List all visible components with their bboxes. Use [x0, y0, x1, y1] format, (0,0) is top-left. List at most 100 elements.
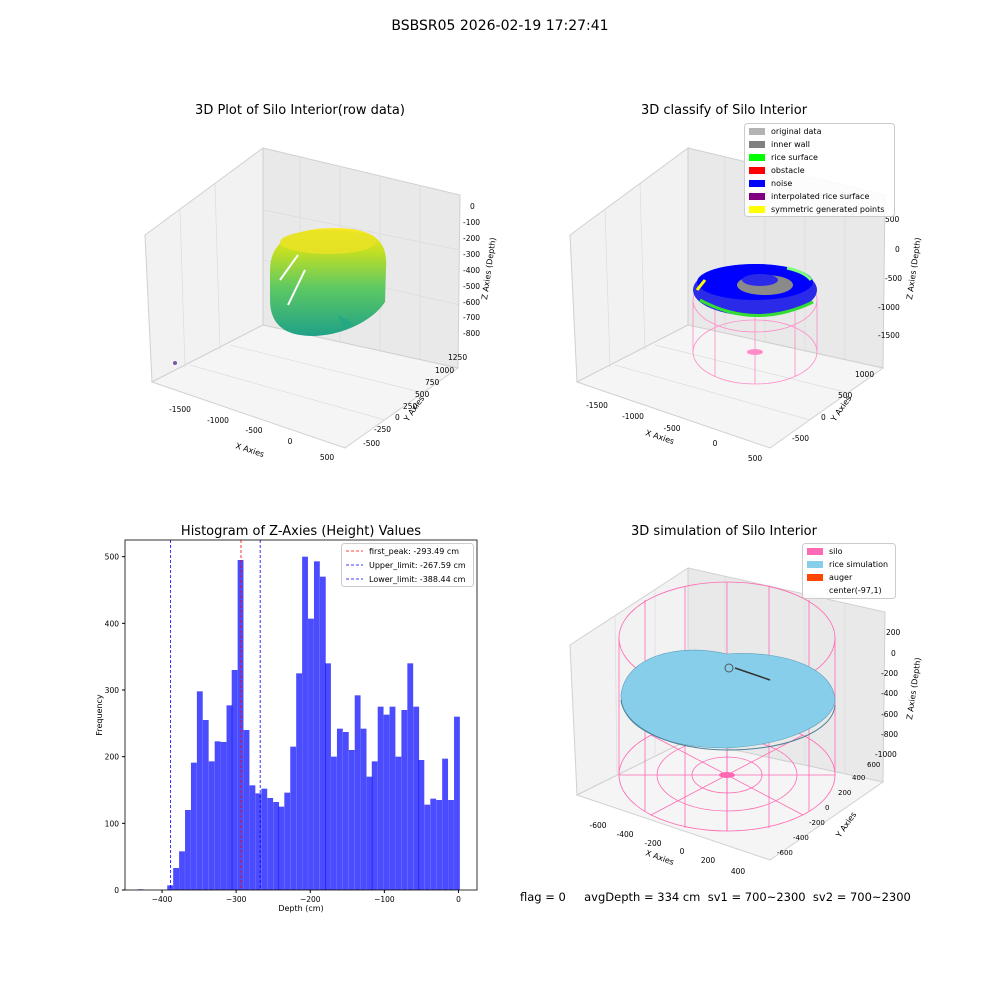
panel1-3d-plot: -1500 -1000 -500 0 500 X Axies -500 -250… — [144, 147, 498, 462]
histogram-bar — [342, 732, 349, 890]
histogram-bar — [255, 793, 262, 890]
p2-ytick: 1000 — [855, 370, 874, 379]
histogram-bar — [196, 691, 203, 890]
p4-ztick: -600 — [881, 710, 898, 719]
legend-label: first_peak: -293.49 cm — [369, 547, 459, 556]
p1-ztick: -600 — [463, 298, 480, 307]
p4-ytick: -200 — [809, 819, 825, 827]
y-tick-label: 400 — [105, 619, 120, 628]
p2-ztick: -1500 — [878, 331, 900, 340]
histogram-bar — [220, 742, 227, 890]
histogram-bar — [302, 556, 308, 890]
status-line: flag = 0 avgDepth = 334 cm sv1 = 700~230… — [520, 890, 911, 904]
histogram-bar — [424, 804, 431, 890]
histogram-bar — [418, 760, 425, 890]
y-tick-label: 0 — [114, 886, 119, 895]
histogram-bar — [179, 851, 185, 890]
p4-xtick: -600 — [589, 821, 606, 830]
p1-ytick: 250 — [403, 402, 418, 411]
p2-ztick: 500 — [885, 215, 900, 224]
legend-label: Upper_limit: -267.59 cm — [369, 561, 466, 570]
p2-ztick: -1000 — [878, 303, 900, 312]
panel2-legend: original data inner wall rice surface ob… — [744, 123, 895, 217]
p4-ytick: -600 — [777, 849, 793, 857]
legend-label: Lower_limit: -388.44 cm — [369, 575, 466, 584]
figure-title: BSBSR05 2026-02-19 17:27:41 — [391, 18, 609, 34]
histogram-bar — [407, 663, 414, 890]
p4-xtick: -400 — [616, 830, 633, 839]
histogram-frame — [124, 539, 478, 891]
p1-ytick: -500 — [363, 439, 380, 448]
p4-ztick: -1000 — [875, 750, 897, 759]
histogram-bar — [185, 810, 191, 890]
legend-swatch — [749, 193, 765, 200]
p2-xtick: -1000 — [622, 412, 644, 421]
histogram-bar — [308, 618, 314, 890]
histogram-bar — [284, 792, 291, 890]
y-tick-label: 300 — [105, 686, 120, 695]
p1-ytick: 500 — [415, 390, 430, 399]
histogram-bar — [371, 761, 378, 890]
histogram-title: Histogram of Z-Axies (Height) Values — [180, 524, 422, 539]
histogram-bar — [243, 730, 250, 890]
p4-ztick: -200 — [881, 669, 898, 678]
p2-zlabel: Z Axies (Depth) — [905, 237, 923, 300]
p1-ztick: -700 — [463, 313, 480, 322]
histogram-bar — [395, 756, 402, 890]
x-tick-label: 0 — [456, 895, 461, 904]
p4-ztick: -800 — [881, 730, 898, 739]
histogram-bar — [278, 806, 285, 890]
p4-ytick: 200 — [838, 789, 851, 797]
histogram-bar — [442, 758, 449, 890]
histogram-bar — [389, 706, 396, 890]
p2-xtick: 500 — [748, 454, 763, 463]
legend-swatch — [749, 141, 765, 148]
histogram-bar — [237, 560, 244, 890]
p4-ytick: 400 — [852, 774, 865, 782]
histogram-bar — [383, 714, 390, 890]
histogram-chart: −400 −300 −200 −100 0 0 100 200 300 400 500 Depth… — [95, 539, 478, 913]
histogram-bar — [401, 710, 408, 890]
y-tick-label: 100 — [105, 819, 120, 828]
histogram-bar — [348, 750, 355, 890]
panel2-title: 3D classify of Silo Interior — [640, 103, 808, 118]
p1-xtick: -500 — [245, 426, 262, 435]
x-tick-label: −200 — [300, 895, 321, 904]
histogram-bar — [377, 706, 384, 890]
legend-swatch — [807, 574, 823, 581]
legend-swatch — [749, 128, 765, 135]
histogram-bar — [354, 695, 361, 890]
legend-label: rice simulation — [829, 560, 888, 569]
y-tick-label: 500 — [105, 553, 120, 562]
histogram-bar — [267, 798, 274, 890]
p2-ytick: 500 — [838, 391, 853, 400]
histogram-bar — [436, 800, 443, 890]
p1-xlabel: X Axies — [234, 441, 265, 459]
p1-ytick: 1000 — [435, 366, 454, 375]
p1-ztick: -500 — [463, 282, 480, 291]
histogram-bar — [167, 885, 174, 890]
legend-swatch — [807, 561, 823, 568]
p1-ytick: -250 — [374, 425, 391, 434]
p4-xtick: 200 — [701, 856, 716, 865]
p1-ztick: -400 — [463, 266, 480, 275]
histogram-bar — [261, 788, 268, 890]
p2-ztick: -500 — [885, 274, 902, 283]
legend-label: silo — [829, 547, 843, 556]
p1-ytick: 750 — [425, 378, 440, 387]
p4-ytick: -400 — [793, 834, 809, 842]
p1-xtick: 0 — [288, 437, 293, 446]
histogram-bar — [413, 706, 420, 890]
legend-label: inner wall — [771, 140, 810, 149]
histogram-bar — [430, 798, 437, 890]
panel1-title: 3D Plot of Silo Interior(row data) — [195, 103, 405, 118]
p4-zlabel: Z Axies (Depth) — [905, 657, 923, 720]
legend-label: interpolated rice surface — [771, 192, 869, 201]
p1-ytick: 1250 — [448, 353, 467, 362]
histogram-ylabel: Frequency — [95, 694, 104, 736]
x-tick-label: −400 — [152, 895, 173, 904]
p4-ztick: 200 — [886, 628, 901, 637]
histogram-bar — [448, 800, 454, 890]
histogram-bar — [336, 728, 343, 890]
p4-ztick: 0 — [891, 649, 896, 658]
